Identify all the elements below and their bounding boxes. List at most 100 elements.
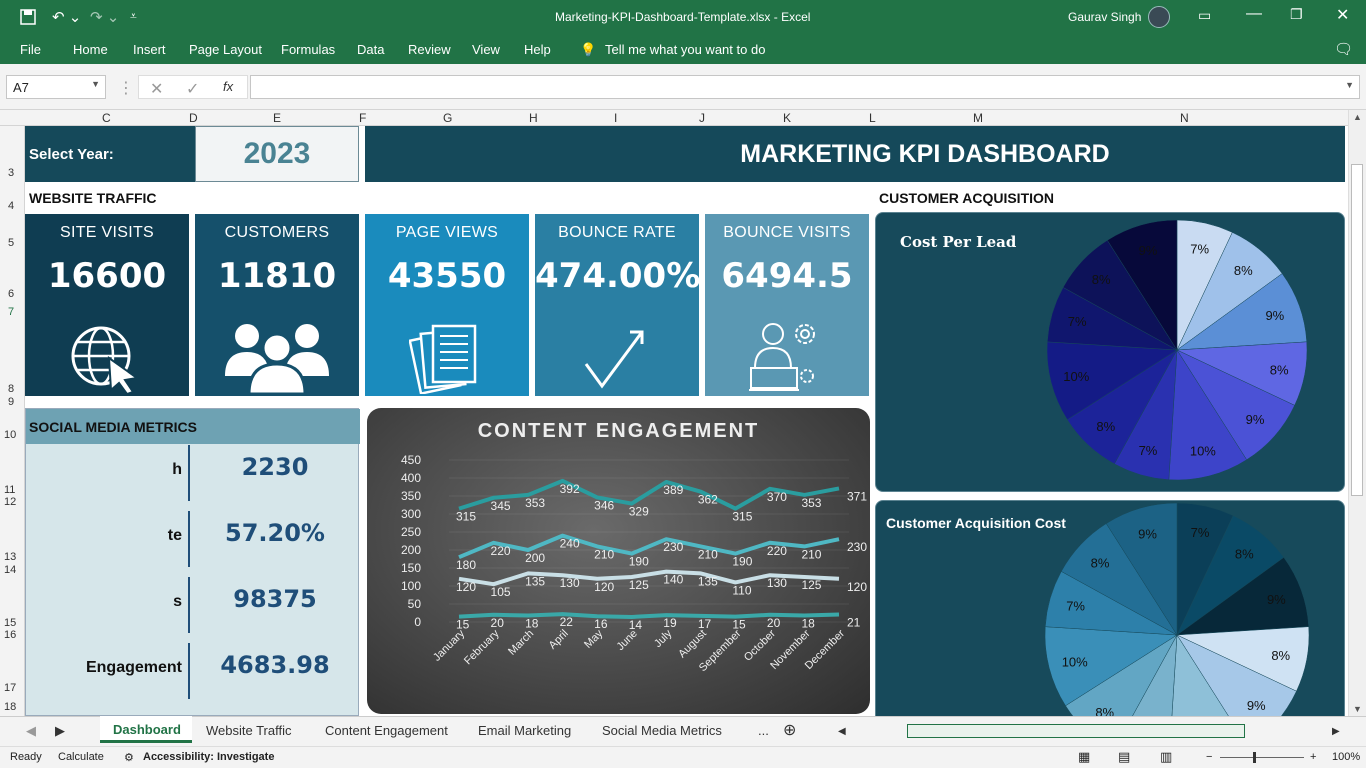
prev-sheet-icon[interactable]: ◀ — [26, 723, 36, 738]
tab-review[interactable]: Review — [408, 42, 451, 57]
row-header[interactable]: 16 — [4, 629, 17, 641]
column-header[interactable]: J — [699, 111, 705, 125]
row-header[interactable]: 12 — [4, 496, 17, 508]
tab-data[interactable]: Data — [357, 42, 385, 57]
pie-slice — [1044, 626, 1178, 707]
row-header[interactable]: 14 — [4, 564, 17, 576]
row-header[interactable]: 17 — [4, 682, 17, 694]
tab-file[interactable]: File — [20, 42, 41, 57]
status-accessibility[interactable]: Accessibility: Investigate — [143, 751, 275, 763]
zoom-level[interactable]: 100% — [1332, 751, 1361, 763]
row-header[interactable]: 11 — [4, 484, 16, 496]
kpi-label: CUSTOMERS — [224, 224, 330, 241]
avatar[interactable] — [1148, 6, 1170, 28]
formula-input[interactable]: ▼ — [250, 75, 1360, 99]
tab-content-engagement[interactable]: Content Engagement — [325, 723, 448, 738]
row-header[interactable]: 15 — [4, 617, 17, 629]
tab-help[interactable]: Help — [524, 42, 551, 57]
horizontal-scroll-thumb[interactable] — [907, 724, 1245, 738]
data-label: 135 — [698, 574, 718, 588]
more-sheets[interactable]: ... — [758, 723, 769, 738]
row-header[interactable]: 3 — [8, 167, 15, 179]
enter-icon[interactable]: ✓ — [186, 81, 200, 98]
normal-view-icon[interactable]: ▦ — [1078, 749, 1091, 764]
tab-page-layout[interactable]: Page Layout — [189, 42, 263, 57]
column-header[interactable]: N — [1180, 111, 1189, 125]
save-icon[interactable] — [20, 9, 36, 25]
expand-formula-icon[interactable]: ▼ — [1345, 80, 1354, 90]
add-sheet-icon[interactable]: ⊕ — [783, 722, 797, 739]
zoom-in-icon[interactable]: + — [1310, 751, 1317, 763]
slice-label: 7% — [1190, 242, 1209, 257]
column-header[interactable]: H — [529, 111, 538, 125]
row-header[interactable]: 18 — [4, 701, 17, 713]
year-dropdown[interactable]: 2023 — [195, 126, 359, 182]
page-break-view-icon[interactable]: ▥ — [1160, 749, 1173, 764]
tab-social-media-metrics[interactable]: Social Media Metrics — [602, 723, 722, 738]
row-header[interactable]: 13 — [4, 551, 17, 563]
zoom-out-icon[interactable]: − — [1206, 751, 1213, 763]
column-header[interactable]: I — [614, 111, 618, 125]
more-icon: ⋮ — [118, 80, 134, 97]
page-layout-view-icon[interactable]: ▤ — [1118, 749, 1131, 764]
data-label: 18 — [801, 617, 815, 631]
column-header[interactable]: K — [783, 111, 792, 125]
tab-dashboard[interactable]: Dashboard — [100, 716, 192, 743]
tab-insert[interactable]: Insert — [133, 42, 166, 57]
scroll-thumb[interactable] — [1351, 164, 1363, 496]
content-engagement-chart[interactable]: CONTENT ENGAGEMENT 0 50 100 150 200 250 300 350… — [367, 408, 870, 714]
tell-me-search[interactable]: Tell me what you want to do — [605, 42, 766, 57]
column-header[interactable]: L — [869, 111, 876, 125]
minimize-icon[interactable]: — — [1246, 5, 1262, 22]
kpi-card-bounce-rate: BOUNCE RATE 474.00% — [535, 214, 700, 396]
data-label: 220 — [491, 544, 511, 558]
row-header[interactable]: 10 — [4, 429, 17, 441]
tab-home[interactable]: Home — [73, 42, 108, 57]
zoom-slider[interactable] — [1220, 757, 1304, 758]
row-header[interactable]: 5 — [8, 237, 15, 249]
zoom-slider-thumb[interactable] — [1253, 752, 1256, 763]
customer-acquisition-cost-chart[interactable]: Customer Acquisition Cost 7% 8% 9% 8% 9% 10% 7… — [875, 500, 1345, 716]
data-label: 125 — [801, 578, 821, 592]
status-calculate[interactable]: Calculate — [58, 751, 104, 763]
redo-icon[interactable]: ↷ ⌄ — [90, 9, 120, 26]
name-box[interactable]: A7 ▼ — [6, 75, 106, 99]
data-label: 230 — [663, 540, 683, 554]
tab-view[interactable]: View — [472, 42, 500, 57]
tab-email-marketing[interactable]: Email Marketing — [478, 723, 572, 738]
column-header[interactable]: M — [973, 111, 983, 125]
cancel-icon[interactable]: ✕ — [150, 81, 164, 98]
pie-slice — [1171, 634, 1229, 716]
row-header[interactable]: 7 — [8, 306, 15, 318]
row-header[interactable]: 6 — [8, 288, 15, 300]
column-header[interactable]: C — [102, 111, 111, 125]
comments-icon[interactable]: 🗨 — [1334, 41, 1354, 58]
next-sheet-icon[interactable]: ▶ — [55, 723, 65, 738]
column-header[interactable]: D — [189, 111, 198, 125]
close-icon[interactable]: ✕ — [1336, 7, 1350, 24]
ribbon-display-icon[interactable]: ▭ — [1198, 7, 1212, 23]
vertical-scrollbar[interactable]: ▲ ▼ — [1348, 110, 1366, 716]
chevron-down-icon[interactable]: ▼ — [91, 79, 100, 89]
function-icon[interactable]: fx — [223, 79, 234, 94]
document-icon — [409, 324, 477, 394]
data-label: 240 — [560, 537, 580, 551]
user-name[interactable]: Gaurav Singh — [1068, 10, 1142, 24]
scroll-up-icon[interactable]: ▲ — [1353, 112, 1362, 122]
hscroll-left-icon[interactable]: ◀ — [838, 726, 846, 737]
x-tick-label: July — [652, 627, 675, 650]
restore-icon[interactable]: ❐ — [1290, 6, 1303, 22]
customize-qat-icon[interactable]: ⩡ — [130, 9, 137, 23]
hscroll-right-icon[interactable]: ▶ — [1332, 726, 1340, 737]
tab-website-traffic[interactable]: Website Traffic — [206, 723, 292, 738]
column-header[interactable]: E — [273, 111, 282, 125]
scroll-down-icon[interactable]: ▼ — [1353, 704, 1362, 714]
row-header[interactable]: 8 — [8, 383, 15, 395]
cost-per-lead-chart[interactable]: Cost Per Lead 7% 8% 9% 8% 9% 10% 7% 8% 10% 7% 8% 9% — [875, 212, 1345, 492]
column-header[interactable]: G — [443, 111, 453, 125]
column-header[interactable]: F — [359, 111, 367, 125]
undo-icon[interactable]: ↶ ⌄ — [52, 9, 82, 26]
row-header[interactable]: 9 — [8, 396, 15, 408]
row-header[interactable]: 4 — [8, 200, 15, 212]
tab-formulas[interactable]: Formulas — [281, 42, 336, 57]
